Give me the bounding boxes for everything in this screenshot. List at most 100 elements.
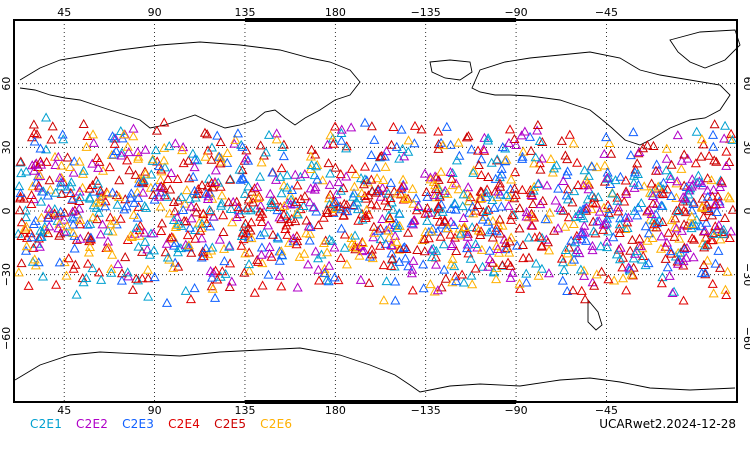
observation-triangle [614,227,625,238]
observation-triangle [179,198,191,208]
observation-triangle [506,174,517,184]
observation-triangle [495,189,506,199]
observation-triangle [702,255,713,265]
observation-triangle [168,196,179,206]
observation-triangle [270,174,282,184]
observation-triangle [409,138,420,148]
observation-triangle [275,171,286,181]
observation-triangle [189,161,200,172]
observation-triangle [263,220,274,230]
observation-triangle [633,179,644,189]
observation-triangle [714,196,725,206]
observation-triangle [713,245,724,255]
observation-triangle [355,274,366,284]
observation-triangle [195,225,206,235]
observation-triangle [184,193,195,203]
observation-triangle [409,120,421,130]
observation-triangle [625,149,636,160]
observation-triangle [286,213,297,223]
observation-triangle [442,223,453,233]
observation-triangle [197,218,208,228]
observation-triangle [501,190,512,200]
observation-triangle [330,203,341,214]
observation-triangle [16,168,27,178]
observation-triangle [371,187,382,197]
observation-triangle [67,206,78,216]
observation-triangle [449,261,460,271]
observation-triangle [352,204,364,214]
observation-triangle [224,241,235,251]
observation-triangle [423,233,434,243]
observation-triangle [326,235,338,246]
observation-triangle [375,223,386,233]
observation-triangle [476,169,487,179]
observation-triangle [127,284,138,294]
observation-triangle [570,237,581,247]
observation-triangle [588,226,599,236]
observation-triangle [467,279,478,289]
observation-triangle [359,161,371,171]
observation-triangle [698,226,709,236]
observation-triangle [29,127,40,138]
observation-triangle [210,165,221,175]
observation-triangle [151,125,162,135]
observation-triangle [186,213,197,223]
observation-triangle [409,215,420,225]
observation-triangle [199,127,210,137]
observation-triangle [205,221,216,231]
observation-triangle [630,164,641,174]
observation-triangle [97,219,108,229]
observation-triangle [607,188,618,198]
observation-triangle [27,160,38,170]
observation-triangle [660,253,671,263]
observation-triangle [256,216,267,227]
observation-triangle [422,191,433,201]
top-lon-label: 135 [234,6,255,19]
observation-triangle [107,249,118,259]
observation-triangle [149,194,160,204]
observation-triangle [206,177,217,187]
observation-triangle [172,247,184,257]
observation-triangle [341,259,352,269]
observation-triangle [629,167,640,177]
observation-triangle [14,205,25,215]
observation-triangle [489,202,500,212]
observation-triangle [578,213,589,223]
observation-triangle [492,243,503,253]
bottom-lon-label: 135 [234,404,255,417]
observation-triangle [148,228,159,238]
observation-triangle [501,154,512,164]
observation-triangle [276,246,287,256]
observation-triangle [292,180,303,190]
observation-triangle [91,202,102,212]
observation-triangle [284,237,295,247]
observation-triangle [165,184,176,194]
observation-triangle [276,163,287,173]
observation-triangle [89,186,100,196]
observation-triangle [179,215,190,225]
observation-triangle [282,229,293,239]
observation-triangle [56,188,67,198]
observation-triangle [390,276,401,286]
observation-triangle [679,193,690,203]
observation-triangle [432,285,443,295]
observation-triangle [499,234,510,244]
observation-triangle [133,151,144,161]
observation-triangle [15,156,26,166]
observation-triangle [586,161,597,171]
observation-triangle [212,130,223,140]
observation-triangle [359,117,370,127]
observation-triangle [562,184,574,194]
observation-triangle [602,213,613,223]
observation-triangle [632,168,643,178]
observation-triangle [534,135,545,146]
observation-triangle [526,220,537,230]
observation-triangle [681,207,692,217]
observation-triangle [437,140,449,150]
observation-triangle [710,221,721,231]
observation-triangle [31,129,43,139]
observation-triangle [61,227,72,237]
observation-triangle [725,133,736,144]
observation-triangle [669,221,680,232]
observation-triangle [54,230,65,240]
